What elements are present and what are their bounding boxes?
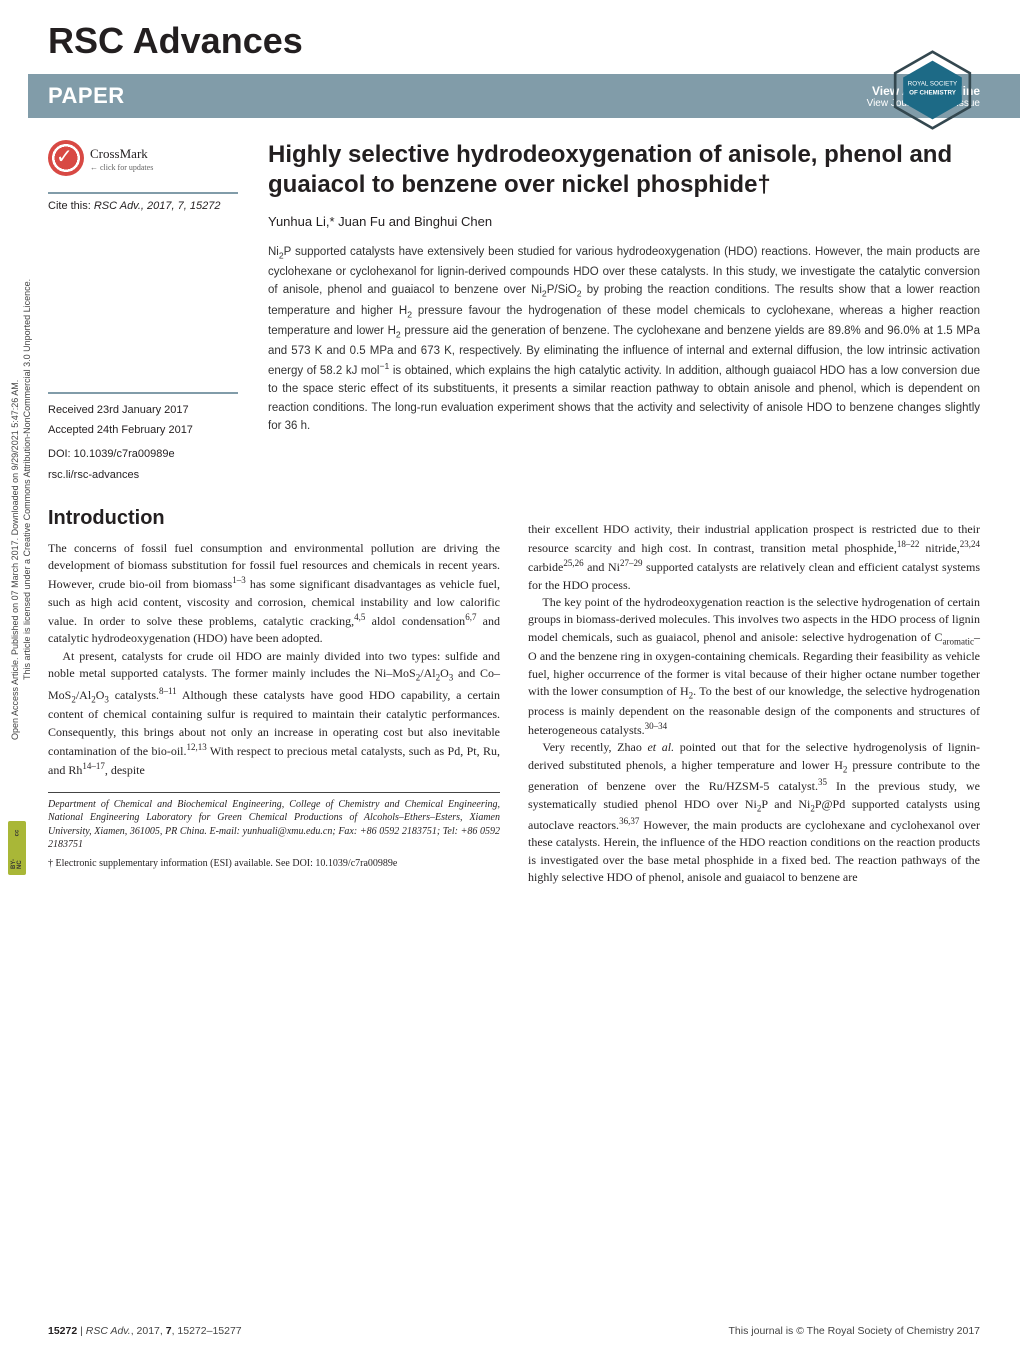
- footer-page-ref: 15272 | RSC Adv., 2017, 7, 15272–15277: [48, 1325, 242, 1337]
- crossmark-button[interactable]: CrossMark ← click for updates: [48, 140, 238, 176]
- cite-reference: RSC Adv., 2017, 7, 15272: [94, 200, 221, 212]
- cite-prefix: Cite this:: [48, 200, 94, 212]
- esi-footnote: † Electronic supplementary information (…: [48, 857, 500, 871]
- crossmark-sublabel: ← click for updates: [90, 163, 153, 172]
- body-paragraph: The key point of the hydrodeoxygenation …: [528, 594, 980, 739]
- body-paragraph: their excellent HDO activity, their indu…: [528, 521, 980, 595]
- article-abstract: Ni2P supported catalysts have extensivel…: [268, 243, 980, 436]
- rsc-short-link[interactable]: rsc.li/rsc-advances: [48, 469, 238, 481]
- body-paragraph: Very recently, Zhao et al. pointed out t…: [528, 739, 980, 886]
- article-title: Highly selective hydrodeoxygenation of a…: [268, 140, 980, 200]
- article-type-banner: PAPER View Article Online View Journal |…: [28, 74, 1020, 118]
- accepted-date: Accepted 24th February 2017: [48, 422, 238, 439]
- cc-label: BY-NC: [11, 851, 23, 869]
- received-date: Received 23rd January 2017: [48, 402, 238, 419]
- rsc-logo: ROYAL SOCIETY OF CHEMISTRY: [885, 50, 980, 130]
- svg-text:OF CHEMISTRY: OF CHEMISTRY: [909, 89, 957, 96]
- citation-block: Cite this: RSC Adv., 2017, 7, 15272: [48, 192, 238, 212]
- section-heading-introduction: Introduction: [48, 507, 500, 530]
- article-authors: Yunhua Li,* Juan Fu and Binghui Chen: [268, 214, 980, 229]
- doi-text: DOI: 10.1039/c7ra00989e: [48, 446, 238, 463]
- journal-title: RSC Advances: [48, 20, 980, 62]
- affiliation-footnote: Department of Chemical and Biochemical E…: [48, 798, 500, 852]
- svg-text:ROYAL SOCIETY: ROYAL SOCIETY: [908, 81, 958, 88]
- crossmark-label: CrossMark: [90, 146, 148, 161]
- cc-icon: cc: [14, 830, 20, 837]
- body-paragraph: At present, catalysts for crude oil HDO …: [48, 648, 500, 780]
- side-license-line1: Open Access Article. Published on 07 Mar…: [10, 380, 20, 740]
- footnote-separator: [48, 792, 500, 793]
- side-license-line2: This article is licensed under a Creativ…: [22, 279, 32, 680]
- cc-badge: cc BY-NC: [8, 821, 26, 875]
- footer-copyright: This journal is © The Royal Society of C…: [729, 1325, 980, 1337]
- body-paragraph: The concerns of fossil fuel consumption …: [48, 540, 500, 648]
- article-type-label: PAPER: [48, 83, 125, 109]
- crossmark-icon: [48, 140, 84, 176]
